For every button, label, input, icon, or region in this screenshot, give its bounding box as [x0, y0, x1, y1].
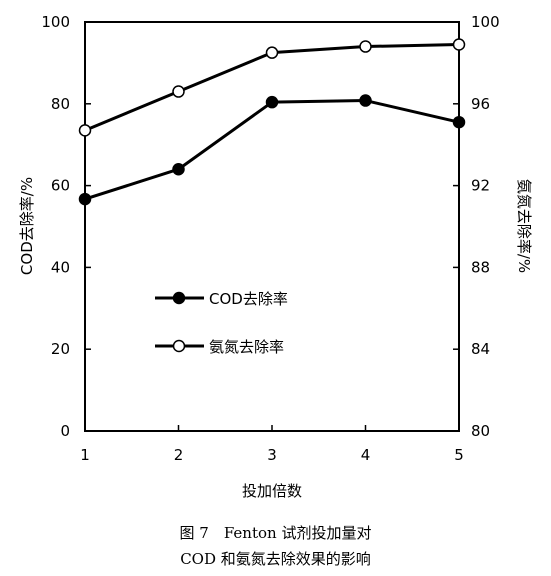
data-point-ammonia [359, 40, 372, 53]
legend-item-cod: COD去除率 [155, 290, 288, 308]
legend-label-ammonia: 氨氮去除率 [209, 338, 284, 356]
chart: 0 20 40 60 80 100 80 84 88 92 96 100 1 2 3 4 5 投加倍数 CO… [18, 13, 533, 500]
figure-caption-line1: 图 7 Fenton 试剂投加量对 [179, 524, 372, 542]
right-axis-ticks: 80 84 88 92 96 100 [453, 13, 500, 440]
left-tick-label: 100 [41, 13, 70, 31]
legend-label-cod: COD去除率 [209, 290, 288, 308]
left-axis-ticks: 0 20 40 60 80 100 [41, 13, 91, 440]
legend-item-ammonia: 氨氮去除率 [155, 338, 284, 356]
x-tick-label: 5 [454, 446, 464, 464]
left-tick-label: 60 [51, 177, 70, 195]
plot-frame [84, 21, 460, 432]
right-tick-label: 92 [471, 177, 490, 195]
legend-marker-cod [172, 291, 186, 305]
left-axis-title: COD去除率/% [18, 177, 36, 275]
x-tick-label: 4 [361, 446, 371, 464]
legend: COD去除率 氨氮去除率 [155, 290, 288, 356]
x-tick-label: 3 [267, 446, 277, 464]
right-tick-label: 84 [471, 340, 490, 358]
left-tick-label: 40 [51, 258, 70, 276]
series-line-cod [84, 99, 460, 201]
legend-marker-ammonia [172, 339, 186, 353]
data-point-ammonia [452, 38, 466, 51]
x-axis-title: 投加倍数 [242, 482, 302, 500]
data-point-cod [452, 115, 466, 129]
series-layer [78, 38, 466, 206]
data-point-cod [359, 94, 372, 107]
data-point-cod [265, 95, 279, 109]
right-tick-label: 96 [471, 95, 490, 113]
x-tick-label: 1 [80, 446, 90, 464]
right-axis-title: 氨氮去除率/% [515, 179, 533, 273]
x-tick-label: 2 [174, 446, 184, 464]
plot-border [84, 21, 460, 432]
x-axis-ticks: 1 2 3 4 5 [80, 425, 464, 464]
right-tick-label: 80 [471, 422, 490, 440]
left-tick-label: 80 [51, 95, 70, 113]
data-point-ammonia [172, 85, 185, 98]
data-point-cod [172, 162, 185, 176]
data-point-cod [78, 192, 92, 206]
left-tick-label: 20 [51, 340, 70, 358]
right-tick-label: 88 [471, 258, 490, 276]
left-tick-label: 0 [60, 422, 70, 440]
right-tick-label: 100 [471, 13, 500, 31]
data-point-ammonia [78, 124, 92, 137]
figure-caption-line2: COD 和氨氮去除效果的影响 [180, 550, 371, 568]
data-point-ammonia [265, 46, 279, 59]
